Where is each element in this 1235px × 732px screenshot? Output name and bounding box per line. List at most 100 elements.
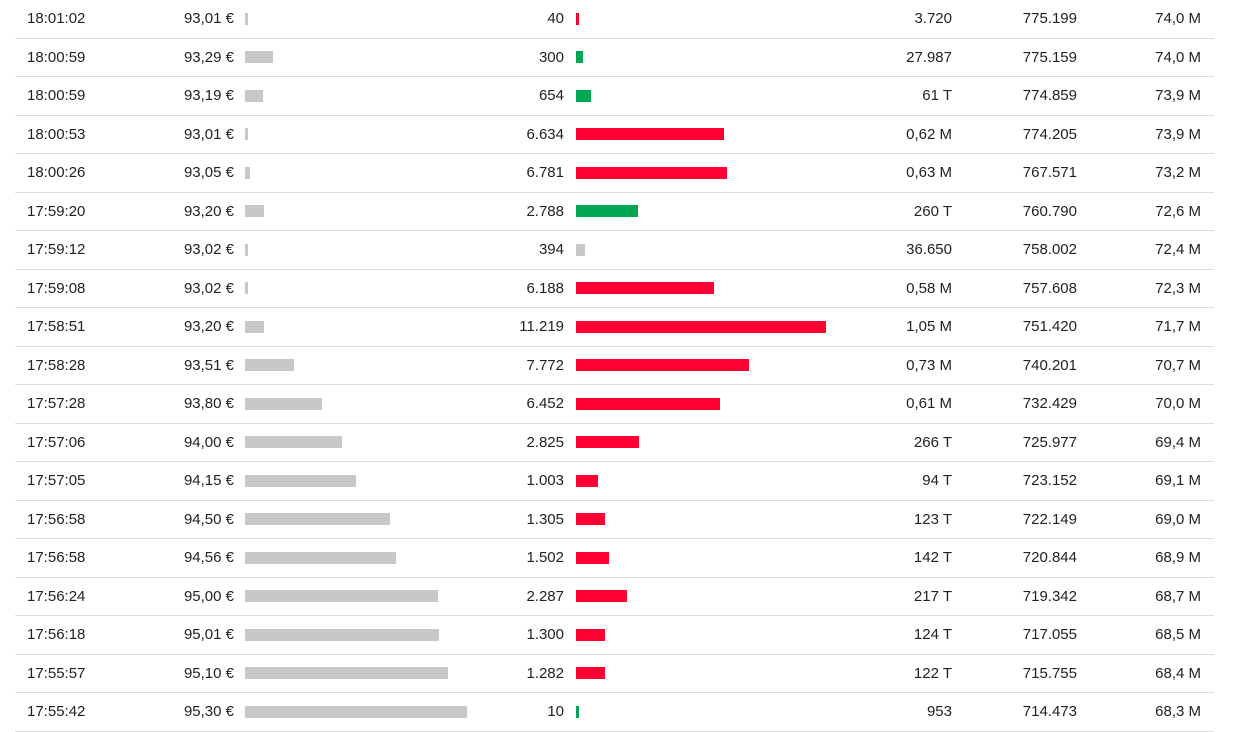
cumulative-turnover: 68,9 M (1155, 549, 1201, 566)
trade-volume: 1.305 (526, 510, 564, 528)
table-row: 17:55:57 95,10 € 1.282 122 T 715.755 68,4 M (15, 655, 1214, 693)
price-bar (245, 590, 438, 602)
volume-bar (576, 12, 579, 25)
trade-volume: 300 (538, 48, 564, 66)
trade-volume: 40 (547, 10, 564, 27)
trade-turnover: 61 T (922, 87, 952, 104)
trade-turnover: 3.720 (914, 10, 952, 27)
volume-bar (576, 628, 605, 641)
trade-turnover: 0,62 M (906, 125, 952, 143)
cumulative-volume: 767.571 (1022, 164, 1077, 181)
cumulative-turnover: 73,9 M (1155, 87, 1201, 104)
price-bar (245, 359, 295, 371)
cumulative-turnover: 73,2 M (1155, 164, 1201, 181)
trade-volume: 1.300 (526, 626, 564, 643)
trade-turnover: 94 T (922, 472, 952, 489)
trade-turnover: 122 T (913, 664, 952, 682)
cumulative-turnover: 68,5 M (1155, 626, 1201, 643)
cumulative-volume: 774.859 (1022, 87, 1077, 104)
cumulative-volume: 714.473 (1022, 703, 1077, 720)
trade-time: 18:01:02 (27, 10, 86, 27)
volume-bar (576, 243, 585, 256)
trade-volume: 654 (538, 87, 564, 104)
volume-bar (576, 166, 728, 179)
trade-price: 93,01 € (183, 125, 234, 143)
cumulative-turnover: 73,9 M (1155, 125, 1201, 143)
trade-time: 17:56:24 (27, 587, 86, 605)
volume-bar (576, 513, 606, 525)
trade-time: 18:00:59 (27, 48, 86, 66)
trade-price: 95,30 € (183, 703, 234, 720)
cumulative-volume: 775.199 (1022, 10, 1077, 27)
cumulative-turnover: 68,3 M (1155, 703, 1201, 720)
trade-volume: 6.781 (526, 164, 564, 181)
price-bar (245, 397, 323, 410)
trade-price: 93,51 € (183, 356, 234, 374)
cumulative-turnover: 68,4 M (1155, 664, 1201, 682)
trade-price: 95,10 € (183, 664, 234, 682)
cumulative-volume: 725.977 (1022, 433, 1077, 451)
cumulative-turnover: 72,6 M (1155, 202, 1201, 220)
volume-bar (576, 89, 591, 102)
price-bar (245, 282, 248, 294)
trade-price: 95,01 € (183, 626, 234, 643)
table-row: 18:00:53 93,01 € 6.634 0,62 M 774.205 73,9 M (15, 116, 1214, 154)
trades-table: 18:01:02 93,01 € 40 3.720 775.199 74,0 M 18:00… (15, 0, 1214, 732)
table-row: 17:56:58 94,56 € 1.502 142 T 720.844 68,9 M (15, 539, 1214, 578)
trade-turnover: 27.987 (906, 48, 952, 66)
trade-volume: 1.003 (526, 472, 564, 489)
volume-bar (576, 397, 720, 410)
price-bar (245, 243, 248, 256)
trade-price: 93,20 € (183, 318, 234, 335)
trade-volume: 394 (538, 241, 564, 258)
volume-bar (576, 474, 599, 487)
trade-time: 17:56:58 (27, 510, 86, 528)
trade-turnover: 0,63 M (906, 164, 952, 181)
trade-volume: 7.772 (526, 356, 564, 374)
trade-time: 17:59:20 (27, 202, 86, 220)
trade-volume: 2.287 (526, 587, 564, 605)
table-row: 17:59:20 93,20 € 2.788 260 T 760.790 72,6 M (15, 193, 1214, 231)
table-row: 17:58:51 93,20 € 11.219 1,05 M 751.420 71,7 M (15, 308, 1214, 347)
trade-volume: 6.634 (526, 125, 564, 143)
trade-price: 95,00 € (183, 587, 234, 605)
table-row: 17:59:12 93,02 € 394 36.650 758.002 72,4 M (15, 231, 1214, 270)
volume-bar (576, 51, 583, 63)
cumulative-volume: 758.002 (1022, 241, 1077, 258)
trade-turnover: 36.650 (906, 241, 952, 258)
cumulative-turnover: 72,3 M (1155, 279, 1201, 297)
trade-volume: 6.188 (526, 279, 564, 297)
table-row: 17:57:05 94,15 € 1.003 94 T 723.152 69,1 M (15, 462, 1214, 501)
cumulative-volume: 720.844 (1022, 549, 1077, 566)
cumulative-turnover: 74,0 M (1155, 10, 1201, 27)
cumulative-volume: 775.159 (1022, 48, 1077, 66)
price-bar (245, 513, 390, 525)
volume-bar (576, 705, 579, 718)
table-row: 17:55:42 95,30 € 10 953 714.473 68,3 M (15, 693, 1214, 732)
trade-price: 93,05 € (183, 164, 234, 181)
price-bar (245, 705, 467, 718)
trade-turnover: 124 T (913, 626, 952, 643)
trade-time: 18:00:59 (27, 87, 86, 104)
cumulative-turnover: 70,0 M (1155, 395, 1201, 412)
trade-price: 94,15 € (183, 472, 234, 489)
trade-volume: 10 (547, 703, 564, 720)
cumulative-turnover: 72,4 M (1155, 241, 1201, 258)
trade-turnover: 1,05 M (906, 318, 952, 335)
trade-price: 93,01 € (183, 10, 234, 27)
trade-time: 17:57:06 (27, 433, 86, 451)
trade-price: 93,02 € (183, 241, 234, 258)
trade-turnover: 0,58 M (906, 279, 952, 297)
cumulative-volume: 722.149 (1022, 510, 1077, 528)
volume-bar (576, 436, 639, 448)
cumulative-turnover: 68,7 M (1155, 587, 1201, 605)
trade-turnover: 123 T (913, 510, 952, 528)
trade-volume: 2.788 (526, 202, 564, 220)
trade-turnover: 0,73 M (906, 356, 952, 374)
trade-price: 93,02 € (183, 279, 234, 297)
trade-time: 17:58:28 (27, 356, 86, 374)
trade-turnover: 953 (926, 703, 952, 720)
trade-price: 94,56 € (183, 549, 234, 566)
price-bar (245, 12, 248, 25)
cumulative-turnover: 69,0 M (1155, 510, 1201, 528)
